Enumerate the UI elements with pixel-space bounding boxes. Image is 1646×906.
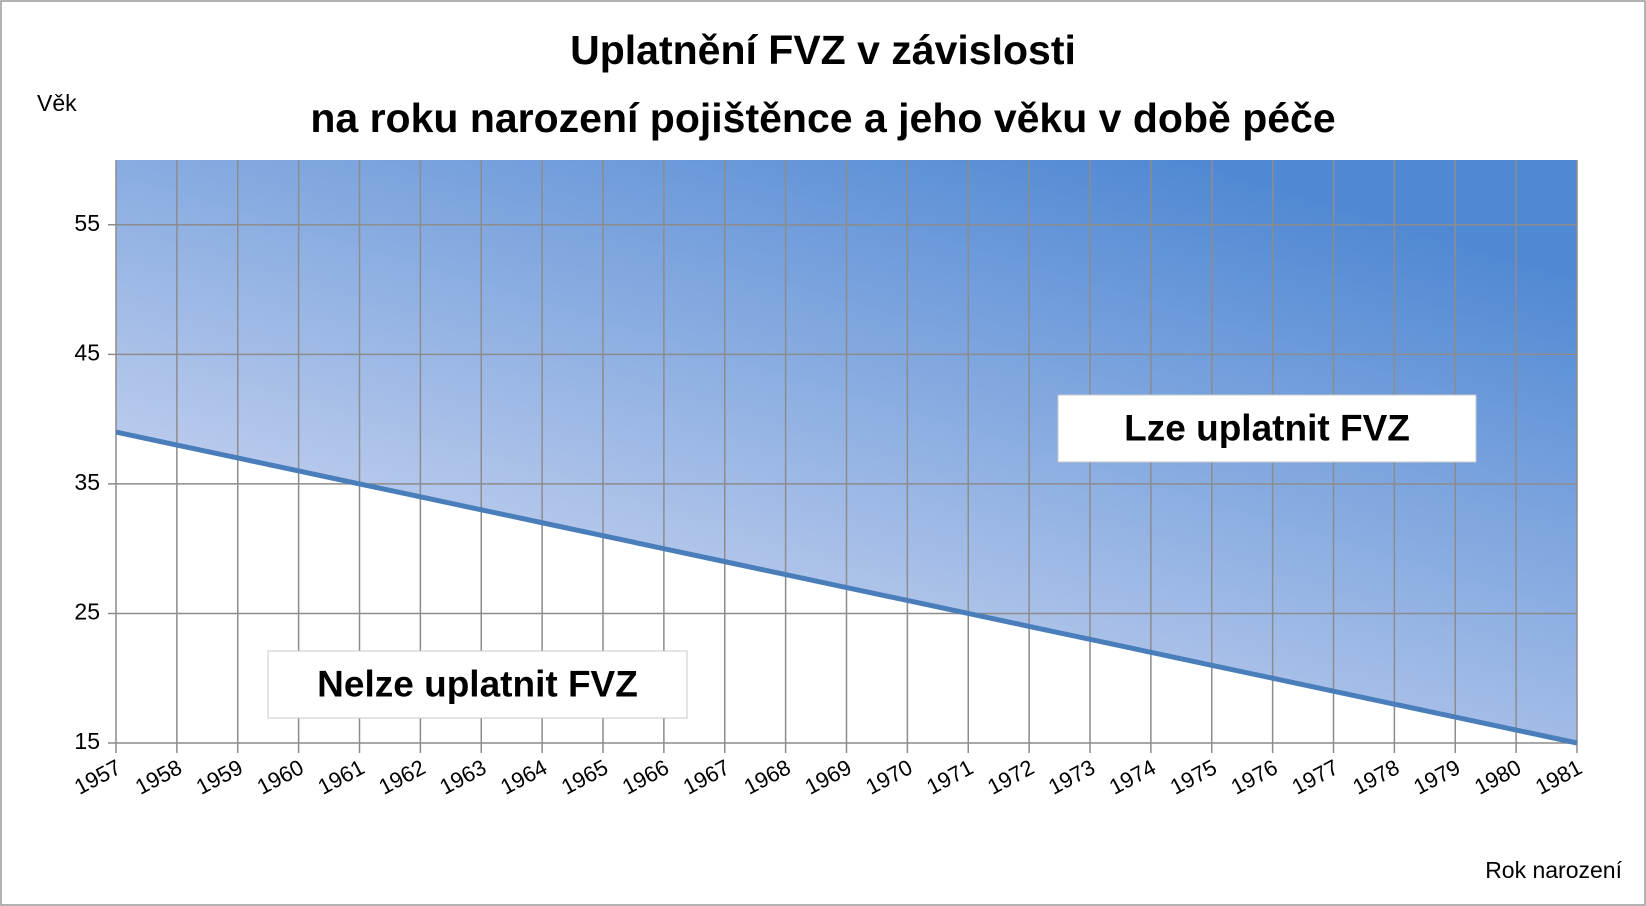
y-tick-label: 25 [74,599,100,625]
chart-title: Uplatnění FVZ v závislosti [570,27,1076,73]
x-axis-label: Rok narození [1485,857,1622,883]
y-axis-label: Věk [37,90,77,116]
chart-title: na roku narození pojištěnce a jeho věku … [310,95,1335,141]
data-line [115,429,1578,746]
annotation: Nelze uplatnit FVZ [317,663,638,704]
y-tick-label: 15 [74,728,100,754]
y-tick-label: 55 [74,210,100,236]
annotation-box [267,650,688,719]
annotation-box [1057,394,1477,463]
y-tick-label: 45 [74,339,100,365]
annotation: Lze uplatnit FVZ [1124,407,1410,448]
y-tick-label: 35 [74,469,100,495]
